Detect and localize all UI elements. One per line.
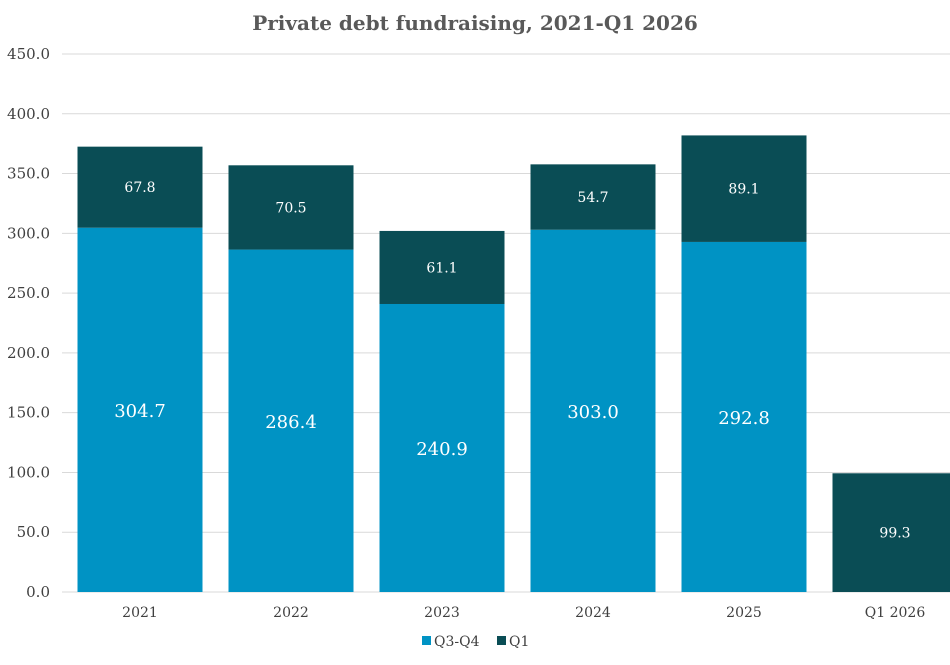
y-tick-label: 100.0 xyxy=(7,463,50,481)
data-label: 303.0 xyxy=(567,402,619,423)
x-tick-label: 2023 xyxy=(424,605,460,621)
data-label: 67.8 xyxy=(124,180,155,196)
chart-title: Private debt fundraising, 2021-Q1 2026 xyxy=(252,11,698,35)
data-label: 286.4 xyxy=(265,412,317,433)
data-label: 70.5 xyxy=(275,200,306,216)
bar-q1-2025 xyxy=(681,135,807,242)
data-label: 61.1 xyxy=(426,260,457,276)
y-tick-label: 350.0 xyxy=(7,165,50,183)
data-label: 292.8 xyxy=(718,408,770,429)
y-tick-label: 400.0 xyxy=(7,105,50,123)
data-label: 54.7 xyxy=(577,190,608,206)
y-tick-label: 250.0 xyxy=(7,284,50,302)
x-tick-label: 2024 xyxy=(575,605,611,621)
x-tick-label: Q1 2026 xyxy=(865,605,926,621)
y-tick-label: 50.0 xyxy=(17,523,50,541)
x-tick-label: 2025 xyxy=(726,605,762,621)
legend-swatch-q1 xyxy=(497,636,506,645)
data-label: 240.9 xyxy=(416,439,468,460)
bar-q1-2022 xyxy=(228,165,354,250)
y-tick-label: 450.0 xyxy=(7,45,50,63)
data-label: 304.7 xyxy=(114,401,166,422)
bar-q1-2024 xyxy=(530,164,656,230)
bar-q3-q4-2021 xyxy=(77,227,203,592)
bar-q3-q4-2025 xyxy=(681,241,807,592)
bar-q3-q4-2022 xyxy=(228,249,354,592)
legend-label-q1: Q1 xyxy=(509,634,529,650)
y-tick-label: 150.0 xyxy=(7,404,50,422)
data-label: 89.1 xyxy=(728,182,759,198)
legend: Q3-Q4 Q1 xyxy=(422,634,529,650)
legend-swatch-q3-q4 xyxy=(422,636,431,645)
legend-label-q3-q4: Q3-Q4 xyxy=(434,634,480,650)
bar-q1-2023 xyxy=(379,230,505,304)
data-label: 99.3 xyxy=(879,526,910,542)
bar-q3-q4-2023 xyxy=(379,303,505,592)
y-tick-label: 0.0 xyxy=(26,583,50,601)
y-tick-label: 300.0 xyxy=(7,224,50,242)
y-tick-label: 200.0 xyxy=(7,344,50,362)
bar-q1-q1-2026 xyxy=(832,473,950,592)
bar-q1-2021 xyxy=(77,146,203,228)
bar-q3-q4-2024 xyxy=(530,229,656,592)
x-tick-label: 2022 xyxy=(273,605,309,621)
x-tick-label: 2021 xyxy=(122,605,158,621)
